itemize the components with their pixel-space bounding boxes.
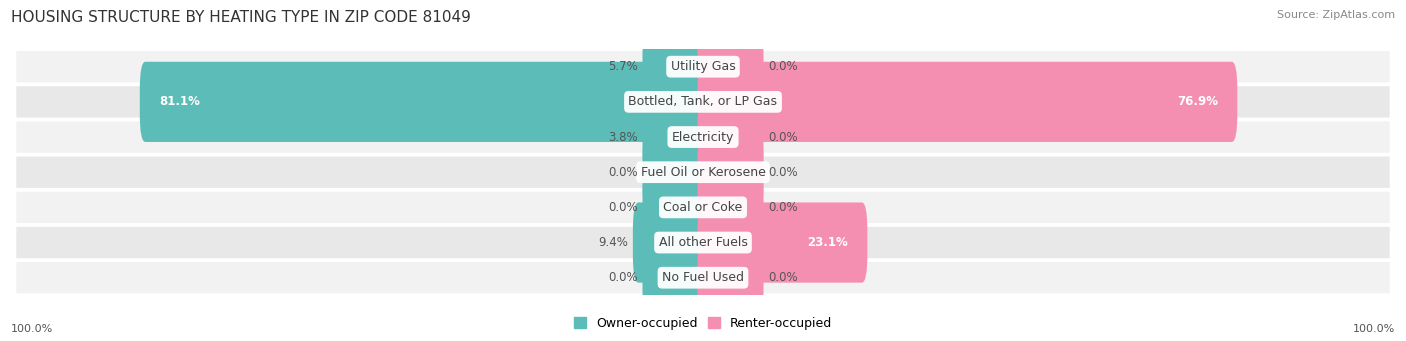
FancyBboxPatch shape [697,238,763,318]
Text: 0.0%: 0.0% [607,201,638,214]
Text: Electricity: Electricity [672,131,734,144]
Text: 0.0%: 0.0% [768,60,799,73]
Text: 100.0%: 100.0% [11,324,53,334]
Text: No Fuel Used: No Fuel Used [662,271,744,284]
Text: 81.1%: 81.1% [159,95,200,108]
Text: 9.4%: 9.4% [598,236,628,249]
Text: 0.0%: 0.0% [768,131,799,144]
FancyBboxPatch shape [15,120,1391,154]
Text: 0.0%: 0.0% [768,201,799,214]
Text: All other Fuels: All other Fuels [658,236,748,249]
FancyBboxPatch shape [643,132,709,212]
FancyBboxPatch shape [633,203,709,283]
FancyBboxPatch shape [643,167,709,248]
Text: 100.0%: 100.0% [1353,324,1395,334]
FancyBboxPatch shape [697,132,763,212]
FancyBboxPatch shape [15,85,1391,119]
FancyBboxPatch shape [697,62,1237,142]
Text: 0.0%: 0.0% [607,166,638,179]
Text: Coal or Coke: Coal or Coke [664,201,742,214]
FancyBboxPatch shape [15,155,1391,189]
FancyBboxPatch shape [697,97,763,177]
FancyBboxPatch shape [697,27,763,107]
FancyBboxPatch shape [15,261,1391,295]
Text: 0.0%: 0.0% [607,271,638,284]
FancyBboxPatch shape [697,203,868,283]
Text: 3.8%: 3.8% [607,131,638,144]
FancyBboxPatch shape [15,190,1391,224]
FancyBboxPatch shape [139,62,709,142]
Text: Bottled, Tank, or LP Gas: Bottled, Tank, or LP Gas [628,95,778,108]
Text: 76.9%: 76.9% [1177,95,1218,108]
FancyBboxPatch shape [15,225,1391,260]
FancyBboxPatch shape [643,97,709,177]
Text: Utility Gas: Utility Gas [671,60,735,73]
Text: Fuel Oil or Kerosene: Fuel Oil or Kerosene [641,166,765,179]
Text: 0.0%: 0.0% [768,166,799,179]
Text: HOUSING STRUCTURE BY HEATING TYPE IN ZIP CODE 81049: HOUSING STRUCTURE BY HEATING TYPE IN ZIP… [11,10,471,25]
Text: 0.0%: 0.0% [768,271,799,284]
Text: Source: ZipAtlas.com: Source: ZipAtlas.com [1277,10,1395,20]
FancyBboxPatch shape [643,27,709,107]
Text: 23.1%: 23.1% [807,236,848,249]
Text: 5.7%: 5.7% [607,60,638,73]
FancyBboxPatch shape [643,238,709,318]
FancyBboxPatch shape [15,50,1391,84]
Legend: Owner-occupied, Renter-occupied: Owner-occupied, Renter-occupied [568,312,838,335]
FancyBboxPatch shape [697,167,763,248]
